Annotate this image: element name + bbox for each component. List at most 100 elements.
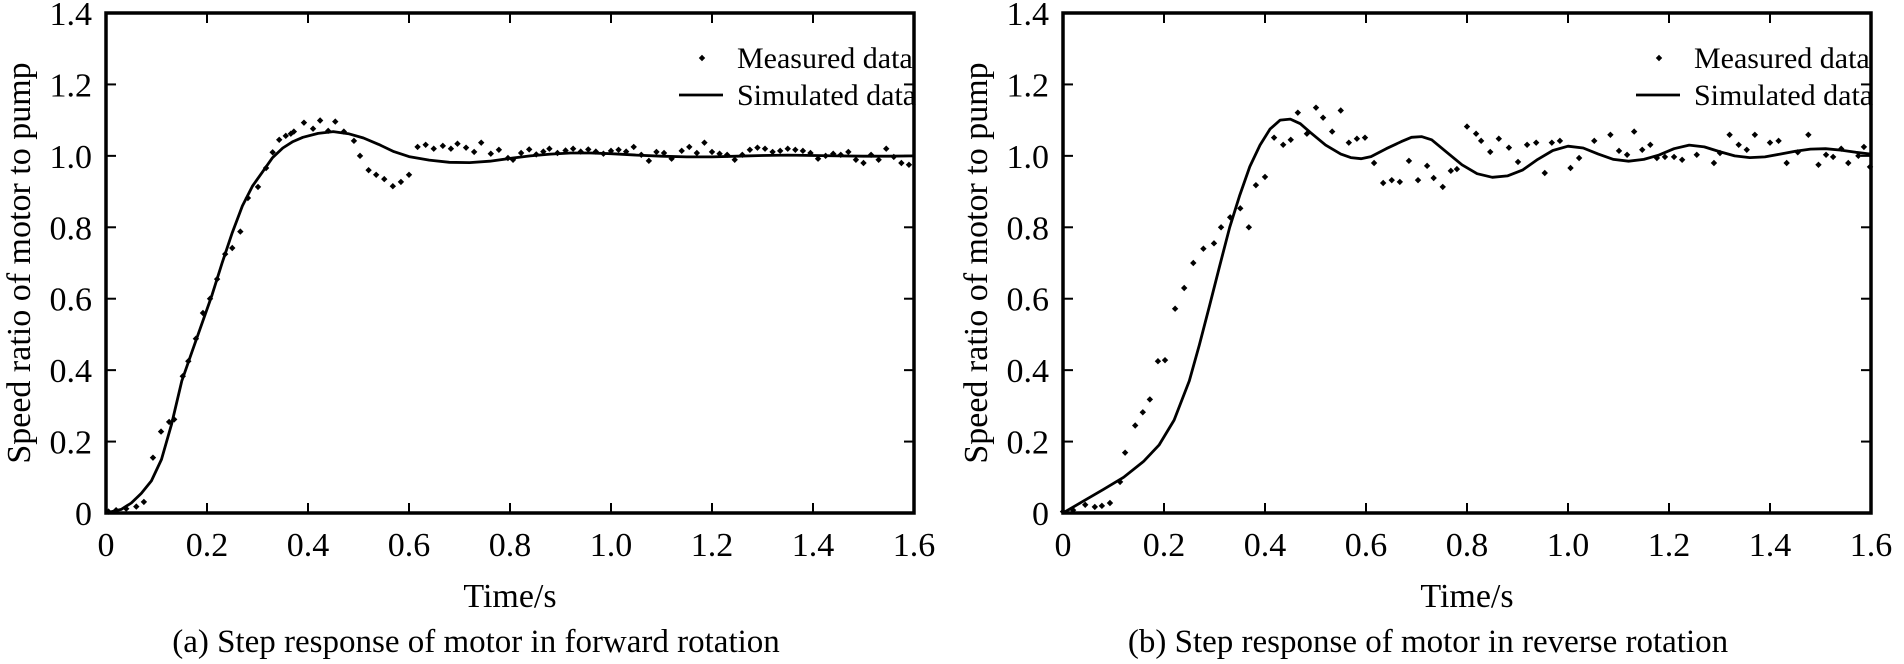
measured-point <box>1139 409 1146 416</box>
measured-point <box>761 145 769 152</box>
measured-point <box>1345 139 1353 146</box>
measured-point <box>1505 144 1513 151</box>
measured-point <box>540 148 547 155</box>
measured-point <box>1098 502 1106 510</box>
measured-point <box>1567 164 1574 172</box>
measured-point <box>1463 123 1471 130</box>
measured-point <box>1866 163 1874 171</box>
y-tick-label: 1.0 <box>1007 139 1050 176</box>
measured-point <box>1751 131 1759 138</box>
measured-point <box>769 148 776 156</box>
measured-point <box>1294 109 1302 116</box>
measured-point <box>1710 159 1718 167</box>
measured-point <box>898 159 905 167</box>
measured-point <box>716 150 723 157</box>
measured-point <box>1353 135 1361 142</box>
measured-point <box>1607 131 1614 138</box>
measured-point <box>776 147 784 155</box>
measured-point <box>1514 158 1522 166</box>
measured-point <box>149 454 157 461</box>
measured-point <box>630 143 637 151</box>
y-tick-label: 0.2 <box>50 425 93 462</box>
measured-point <box>1575 154 1583 162</box>
measured-point <box>1252 181 1260 189</box>
measured-point <box>852 156 860 163</box>
measured-point <box>517 149 525 157</box>
y-tick-label: 0.6 <box>50 282 93 319</box>
measured-point <box>905 161 913 168</box>
measured-point <box>1287 136 1294 143</box>
measured-point <box>1556 137 1564 145</box>
y-tick-label: 0.8 <box>1007 210 1050 247</box>
measured-point <box>1735 141 1742 148</box>
measured-point <box>1312 104 1320 111</box>
measured-point <box>495 146 503 153</box>
measured-point <box>830 150 837 157</box>
measured-point <box>1661 153 1669 161</box>
measured-point <box>653 148 660 156</box>
measured-point <box>525 146 533 153</box>
measured-point <box>1190 259 1197 267</box>
measured-point <box>1815 161 1822 168</box>
measured-point <box>381 175 388 183</box>
measured-point <box>1743 146 1750 153</box>
measured-point <box>1370 159 1378 167</box>
measured-point <box>237 228 244 235</box>
simulated-curve <box>104 130 916 515</box>
measured-point <box>660 149 668 157</box>
legend-label: Measured data <box>737 42 913 75</box>
x-axis-label: Time/s <box>463 578 556 615</box>
x-tick-label: 0.2 <box>186 527 229 564</box>
measured-point <box>1237 205 1244 212</box>
measured-point <box>356 152 364 160</box>
measured-point <box>414 143 421 151</box>
y-tick-label: 1.2 <box>1007 67 1050 104</box>
measured-points <box>105 117 913 515</box>
measured-point <box>731 156 738 163</box>
measured-point <box>708 148 716 156</box>
measured-point <box>1860 143 1868 151</box>
x-tick-label: 1.0 <box>590 527 633 564</box>
measured-point <box>807 149 814 157</box>
measured-point <box>1217 224 1225 231</box>
measured-point <box>1405 157 1413 165</box>
measured-point <box>883 145 890 152</box>
chart-b: 0 0.2 0.4 0.6 0.8 1.0 1.2 1.4 1.6 0 0.2 0.4 0.6 0.8 1.… <box>958 0 1892 660</box>
measured-point <box>845 148 852 156</box>
measured-point <box>1154 358 1162 365</box>
measured-point <box>1591 137 1598 145</box>
measured-point <box>254 183 262 191</box>
measured-point <box>1775 137 1782 145</box>
measured-point <box>1181 284 1188 292</box>
measured-point <box>1261 173 1269 181</box>
measured-point <box>229 244 236 252</box>
measured-point <box>447 145 455 152</box>
measured-point <box>1082 501 1089 508</box>
measured-point <box>389 183 397 190</box>
measured-point <box>1447 167 1455 175</box>
measured-point <box>754 144 761 151</box>
measured-point <box>814 155 822 162</box>
x-tick-label: 0.4 <box>287 527 330 564</box>
measured-point <box>784 145 791 152</box>
measured-point <box>1361 134 1369 141</box>
measured-point <box>867 151 875 158</box>
measured-point <box>562 147 569 154</box>
y-tick-label: 0.4 <box>50 353 93 390</box>
measured-point <box>678 147 685 155</box>
measured-point <box>1146 396 1154 403</box>
measured-point <box>1639 146 1646 153</box>
measured-point <box>1279 141 1287 148</box>
measured-point <box>1647 141 1654 148</box>
measured-point <box>701 139 708 146</box>
y-tick-label: 0.4 <box>1007 353 1050 390</box>
measured-point <box>1822 151 1830 158</box>
measured-point <box>470 148 478 156</box>
x-tick-label: 0.8 <box>489 527 532 564</box>
measured-points <box>1059 104 1874 515</box>
x-tick-label: 0.4 <box>1244 527 1287 564</box>
measured-point <box>615 146 622 153</box>
measured-point <box>860 159 867 167</box>
measured-point <box>1328 128 1336 135</box>
measured-point <box>1379 179 1387 187</box>
